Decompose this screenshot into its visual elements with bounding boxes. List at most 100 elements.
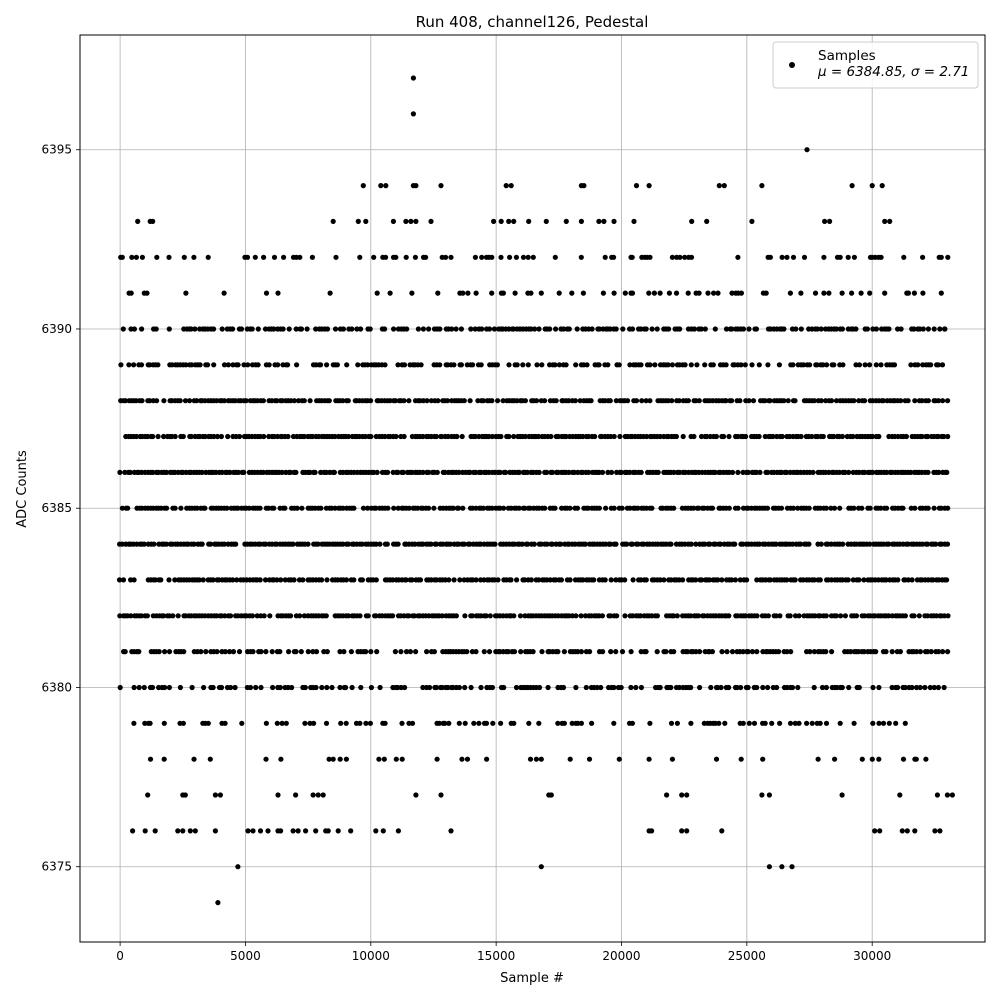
sample-point bbox=[335, 828, 341, 834]
sample-point bbox=[412, 254, 418, 260]
sample-point bbox=[374, 290, 380, 296]
sample-point bbox=[669, 398, 675, 404]
sample-point bbox=[851, 254, 858, 260]
sample-point bbox=[246, 505, 252, 511]
sample-point bbox=[767, 398, 773, 404]
sample-point bbox=[718, 684, 724, 691]
sample-point bbox=[382, 720, 388, 726]
sample-point bbox=[759, 792, 765, 798]
sample-point bbox=[862, 362, 868, 368]
sample-point bbox=[934, 792, 941, 798]
sample-point bbox=[154, 254, 160, 260]
sample-point bbox=[753, 326, 760, 332]
sample-point bbox=[162, 684, 168, 691]
sample-point bbox=[674, 720, 681, 726]
sample-point bbox=[472, 254, 478, 260]
sample-point bbox=[608, 577, 614, 583]
sample-point bbox=[212, 792, 218, 798]
sample-point bbox=[661, 577, 667, 583]
sample-point bbox=[274, 577, 280, 583]
sample-point bbox=[751, 720, 758, 726]
sample-point bbox=[420, 469, 426, 475]
legend-stats: μ = 6384.85, σ = 2.71 bbox=[817, 64, 969, 80]
sample-point bbox=[294, 505, 300, 511]
sample-point bbox=[390, 613, 396, 619]
sample-point bbox=[439, 613, 445, 619]
sample-point bbox=[363, 218, 369, 224]
sample-point bbox=[460, 290, 466, 296]
sample-point bbox=[182, 398, 189, 404]
sample-point bbox=[310, 649, 316, 655]
sample-point bbox=[257, 577, 263, 583]
sample-point bbox=[506, 433, 512, 440]
sample-point bbox=[472, 326, 478, 332]
sample-point bbox=[263, 541, 269, 547]
sample-point bbox=[528, 577, 534, 583]
sample-point bbox=[443, 254, 449, 260]
sample-point bbox=[671, 613, 677, 619]
sample-point bbox=[777, 613, 783, 619]
sample-point bbox=[614, 613, 620, 619]
sample-point bbox=[138, 362, 145, 368]
sample-point bbox=[330, 756, 336, 762]
sample-point bbox=[329, 684, 335, 691]
sample-point bbox=[467, 469, 473, 475]
sample-point bbox=[759, 183, 765, 189]
sample-point bbox=[489, 505, 495, 511]
sample-point bbox=[460, 505, 466, 511]
sample-point bbox=[867, 362, 873, 368]
sample-point bbox=[920, 254, 926, 260]
sample-point bbox=[880, 398, 887, 404]
sample-point bbox=[574, 505, 581, 511]
sample-point bbox=[629, 290, 636, 296]
sample-point bbox=[819, 684, 826, 691]
sample-point bbox=[795, 505, 801, 511]
sample-point bbox=[823, 720, 830, 726]
sample-point bbox=[886, 613, 892, 619]
sample-point bbox=[756, 541, 763, 547]
sample-point bbox=[453, 613, 459, 619]
sample-point bbox=[189, 362, 195, 368]
sample-point bbox=[873, 362, 879, 368]
sample-point bbox=[833, 613, 839, 619]
sample-point bbox=[878, 362, 884, 368]
sample-point bbox=[327, 290, 333, 296]
sample-point bbox=[902, 720, 908, 726]
sample-point bbox=[928, 362, 934, 368]
sample-point bbox=[941, 684, 947, 691]
sample-point bbox=[846, 684, 852, 691]
sample-point bbox=[668, 541, 674, 547]
sample-point bbox=[262, 577, 269, 583]
sample-point bbox=[919, 398, 925, 404]
sample-point bbox=[940, 398, 946, 404]
sample-point bbox=[942, 326, 948, 332]
sample-point bbox=[664, 792, 670, 798]
sample-point bbox=[156, 649, 162, 655]
sample-point bbox=[198, 649, 204, 655]
sample-point bbox=[944, 469, 950, 475]
sample-point bbox=[360, 183, 366, 189]
sample-point bbox=[476, 720, 482, 726]
sample-point bbox=[578, 649, 585, 655]
sample-point bbox=[556, 290, 562, 296]
sample-point bbox=[908, 469, 914, 475]
sample-point bbox=[494, 362, 500, 368]
sample-point bbox=[260, 398, 266, 404]
sample-point bbox=[616, 756, 622, 762]
sample-point bbox=[277, 684, 283, 691]
sample-point bbox=[291, 398, 297, 404]
sample-point bbox=[324, 362, 330, 368]
sample-point bbox=[574, 326, 580, 332]
sample-point bbox=[575, 649, 581, 655]
sample-point bbox=[311, 720, 317, 726]
sample-point bbox=[573, 362, 579, 368]
sample-point bbox=[693, 541, 699, 547]
sample-point bbox=[737, 577, 743, 583]
sample-point bbox=[497, 469, 503, 475]
sample-point bbox=[837, 505, 843, 511]
sample-point bbox=[221, 541, 227, 547]
sample-point bbox=[489, 433, 495, 440]
sample-point bbox=[461, 398, 467, 404]
sample-point bbox=[265, 828, 271, 834]
sample-point bbox=[334, 362, 340, 368]
